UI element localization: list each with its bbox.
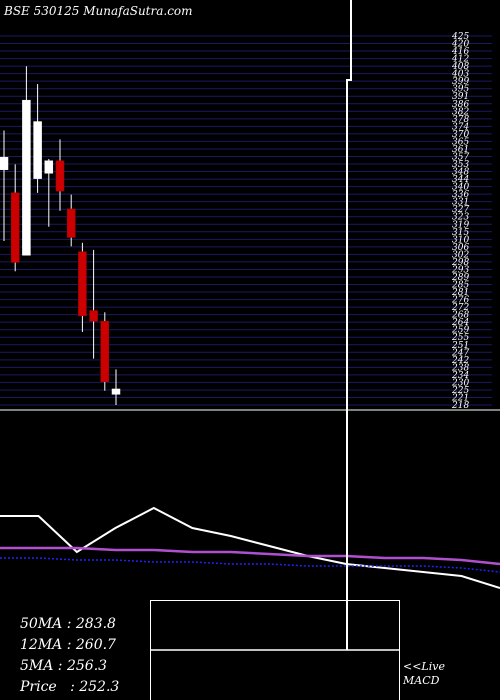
y-tick-label: 374 — [452, 122, 469, 132]
candle-body — [111, 388, 121, 395]
candle-body — [78, 251, 87, 317]
candle-body — [10, 192, 20, 263]
y-tick-label: 420 — [451, 40, 469, 50]
y-tick-label: 370 — [452, 130, 469, 140]
y-tick-label: 323 — [452, 213, 469, 223]
y-tick-label: 353 — [452, 160, 469, 170]
y-tick-label: 331 — [452, 198, 469, 208]
y-tick-label: 306 — [452, 243, 469, 253]
candle-body — [33, 121, 42, 179]
y-tick-label: 408 — [451, 62, 469, 72]
y-tick-label: 255 — [451, 333, 469, 343]
y-tick-label: 272 — [451, 303, 469, 313]
y-tick-label: 344 — [452, 175, 469, 185]
y-tick-label: 315 — [452, 228, 469, 238]
y-tick-label: 293 — [451, 265, 469, 275]
chart-title: BSE 530125 MunafaSutra.com — [4, 4, 193, 18]
y-tick-label: 302 — [452, 250, 469, 260]
y-tick-label: 391 — [452, 92, 469, 102]
candlestick-series — [0, 66, 121, 405]
candle-body — [44, 160, 54, 174]
macd-panel — [150, 600, 400, 700]
y-tick-label: 348 — [452, 168, 469, 178]
candle-body — [0, 156, 9, 170]
y-tick-label: 264 — [451, 318, 469, 328]
candle-body — [89, 310, 98, 322]
y-tick-label: 399 — [452, 77, 469, 87]
y-tick-label: 238 — [451, 363, 469, 373]
y-tick-label: 221 — [451, 393, 469, 403]
y-tick-label: 386 — [452, 100, 469, 110]
y-tick-label: 378 — [452, 115, 469, 125]
moving-average-lines — [0, 506, 500, 589]
y-tick-label: 412 — [451, 55, 469, 65]
live-macd-link[interactable]: <<Live MACD — [403, 660, 445, 688]
y-tick-label: 365 — [452, 137, 469, 147]
y-tick-label: 357 — [452, 152, 469, 162]
candle-body — [66, 208, 76, 238]
live-macd-line2[interactable]: MACD — [403, 674, 440, 687]
y-tick-label: 319 — [452, 220, 469, 230]
y-tick-label: 259 — [451, 326, 469, 336]
y-tick-label: 361 — [452, 145, 469, 155]
y-tick-label: 340 — [452, 183, 469, 193]
y-tick-label: 218 — [451, 401, 469, 411]
macd-marker-line — [346, 0, 352, 650]
candle-body — [55, 160, 65, 192]
price-grid — [0, 35, 492, 406]
y-tick-label: 395 — [452, 85, 469, 95]
y-tick-label: 289 — [451, 273, 469, 283]
y-tick-label: 230 — [451, 378, 469, 388]
y-tick-label: 225 — [451, 386, 469, 396]
y-tick-label: 276 — [451, 296, 469, 306]
ma5-value: 5MA : 256.3 — [20, 658, 108, 674]
candle-body — [100, 320, 110, 383]
y-tick-label: 327 — [452, 205, 469, 215]
y-tick-label: 416 — [451, 47, 469, 57]
y-tick-label: 281 — [451, 288, 469, 298]
y-tick-label: 285 — [451, 281, 469, 291]
ma-line-blue — [0, 557, 500, 573]
y-axis-ticks: 4254204164124084033993953913863823783743… — [451, 32, 469, 411]
y-tick-label: 382 — [452, 107, 469, 117]
ma-line-purple — [0, 546, 500, 566]
live-macd-line1[interactable]: <<Live — [403, 660, 445, 673]
ma12-value: 12MA : 260.7 — [20, 637, 116, 653]
moving-average-stats: 50MA : 283.8 12MA : 260.7 5MA : 256.3 Pr… — [20, 614, 119, 698]
y-tick-label: 242 — [451, 356, 469, 366]
y-tick-label: 251 — [451, 341, 469, 351]
price-value: Price : 252.3 — [20, 679, 120, 695]
y-tick-label: 298 — [451, 258, 469, 268]
y-tick-label: 310 — [452, 235, 469, 245]
y-tick-label: 234 — [451, 371, 469, 381]
y-tick-label: 268 — [451, 311, 469, 321]
candle-body — [22, 99, 31, 256]
y-tick-label: 425 — [451, 32, 469, 42]
y-tick-label: 403 — [451, 70, 469, 80]
y-tick-label: 336 — [452, 190, 469, 200]
ma50-value: 50MA : 283.8 — [20, 616, 116, 632]
y-tick-label: 247 — [451, 348, 469, 358]
